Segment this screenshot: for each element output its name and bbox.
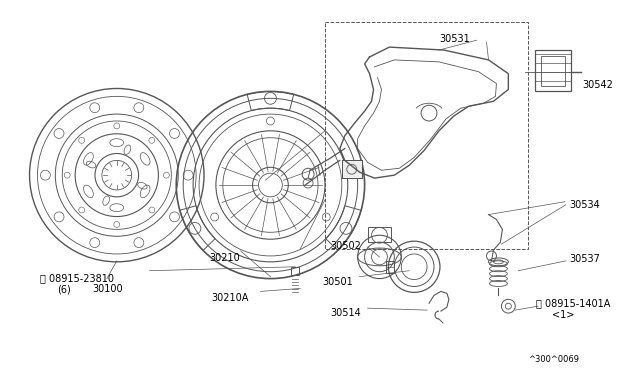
Text: <1>: <1> [552, 310, 574, 320]
Text: (6): (6) [58, 285, 71, 295]
Bar [535, 50, 571, 92]
Bar [387, 261, 394, 273]
Text: 30537: 30537 [570, 254, 601, 264]
Bar [541, 56, 565, 86]
Text: 30100: 30100 [92, 283, 123, 294]
Text: Ⓟ 08915-1401A: Ⓟ 08915-1401A [536, 298, 611, 308]
Text: 30531: 30531 [439, 34, 470, 44]
Text: 30534: 30534 [570, 200, 600, 210]
Text: 30210: 30210 [209, 253, 240, 263]
Bar [342, 160, 362, 178]
Text: ^300^0069: ^300^0069 [528, 355, 579, 365]
Text: 30210A: 30210A [211, 294, 248, 304]
Bar [342, 160, 362, 178]
Text: 30501: 30501 [322, 277, 353, 287]
Bar [291, 267, 299, 275]
Text: Ⓟ 08915-23810: Ⓟ 08915-23810 [40, 274, 115, 284]
Bar [325, 22, 528, 249]
Bar [367, 227, 392, 242]
Text: 30514: 30514 [330, 308, 361, 318]
Text: 30502: 30502 [330, 241, 361, 251]
Text: 30542: 30542 [582, 80, 614, 90]
